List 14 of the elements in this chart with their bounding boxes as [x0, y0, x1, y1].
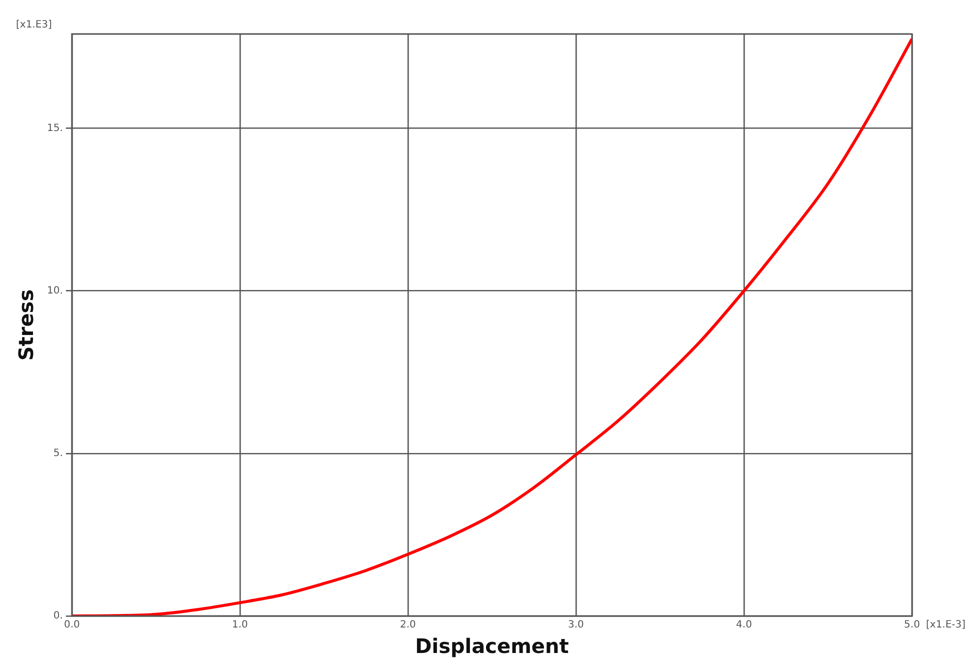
x-tick-label: 4.0: [736, 620, 752, 631]
y-axis-title: Stress: [14, 289, 38, 361]
text: [x1.E-3]: [926, 620, 966, 631]
x-tick-label: 2.0: [400, 620, 416, 631]
y-tick-label: 5.: [53, 448, 63, 460]
x-tick-label: 1.0: [232, 620, 248, 631]
x-tick-label: 5.0: [904, 620, 920, 631]
y-tick-label: 10.: [46, 285, 63, 296]
x-tick-label: 3.0: [568, 620, 584, 631]
x-axis-title: Displacement: [415, 634, 570, 658]
x-tick-label: 0.0: [64, 620, 80, 631]
text: [x1.E3]: [16, 20, 52, 31]
y-tick-label: 15.: [46, 122, 63, 134]
y-tick-label: 0.: [53, 610, 63, 622]
